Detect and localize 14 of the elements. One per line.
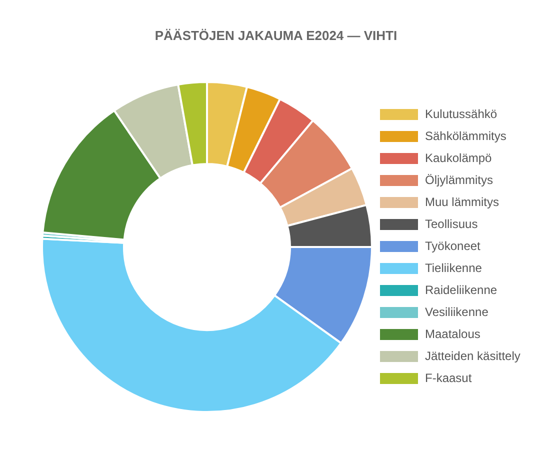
legend-label: Muu lämmitys: [425, 195, 500, 209]
legend-label: Vesiliikenne: [425, 305, 488, 319]
chart-title: PÄÄSTÖJEN JAKAUMA E2024 — VIHTI: [154, 28, 398, 43]
legend-label: Öljylämmitys: [425, 173, 493, 187]
legend-label: Raideliikenne: [425, 283, 498, 297]
legend-label: Jätteiden käsittely: [425, 349, 520, 363]
legend-label: Sähkölämmitys: [425, 129, 506, 143]
legend-label: Tieliikenne: [425, 261, 482, 275]
legend-label: Teollisuus: [425, 217, 478, 231]
legend-label: F-kaasut: [425, 371, 472, 385]
legend-label: Kulutussähkö: [425, 107, 498, 121]
legend-label: Kaukolämpö: [425, 151, 492, 165]
legend-label: Maatalous: [425, 327, 480, 341]
legend-label: Työkoneet: [425, 239, 480, 253]
